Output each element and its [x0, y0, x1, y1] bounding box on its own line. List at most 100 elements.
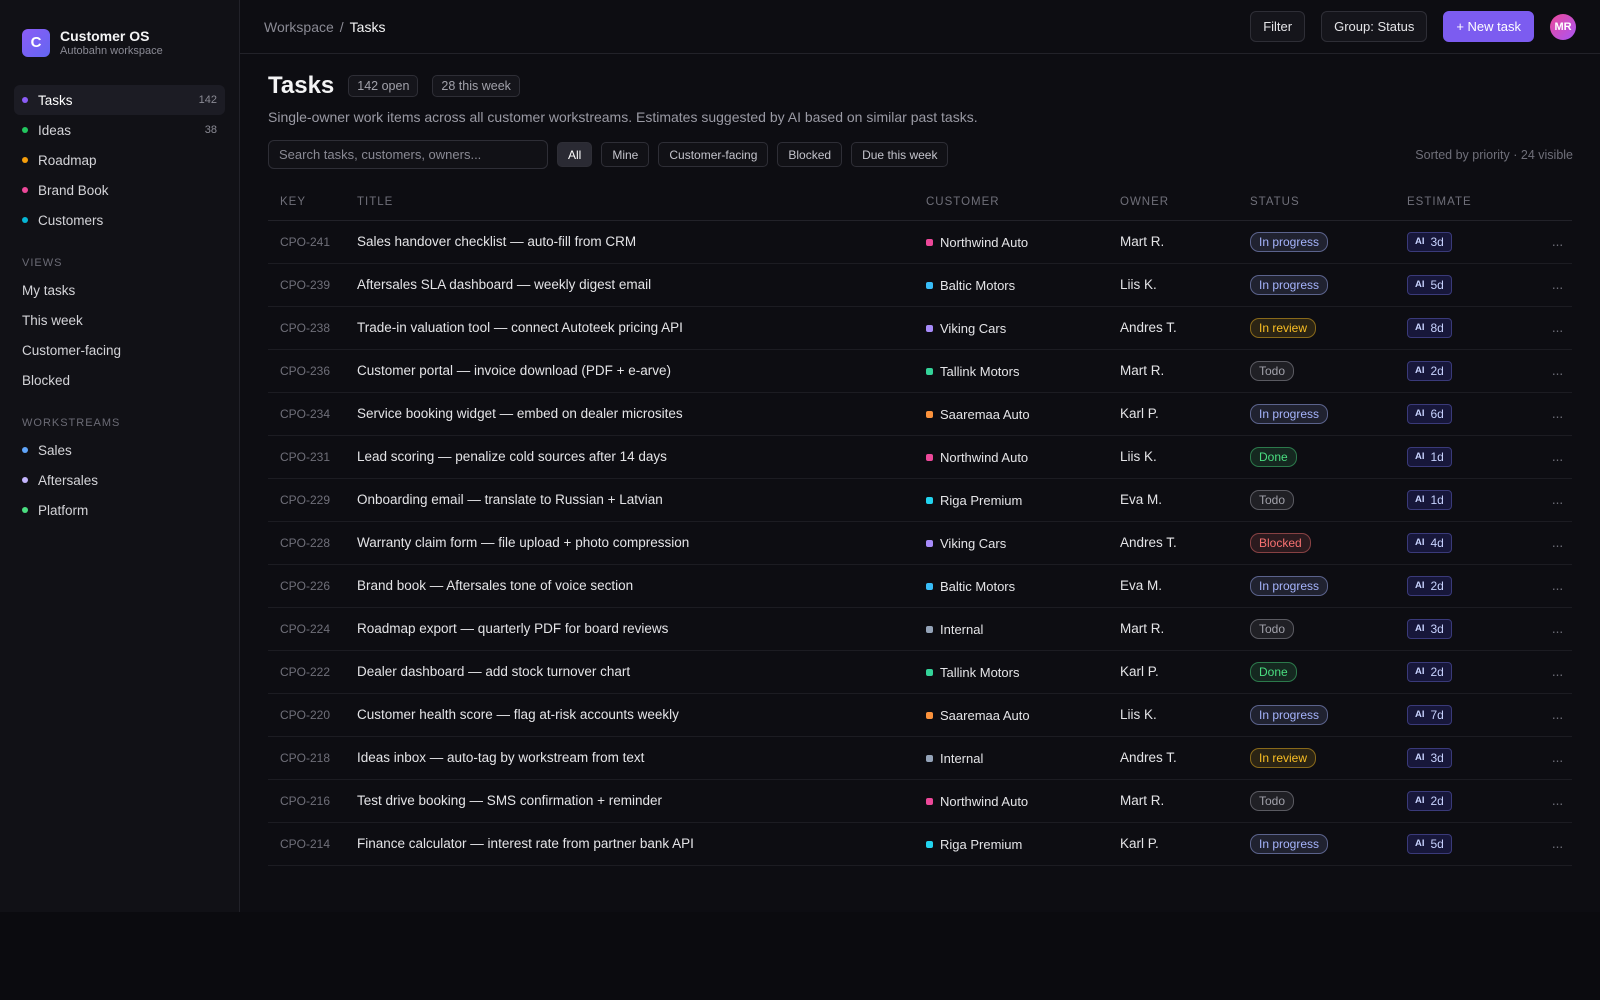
row-action[interactable]: ...: [1543, 736, 1572, 780]
workstream-item[interactable]: Platform: [14, 495, 225, 525]
row-action[interactable]: ...: [1543, 779, 1572, 823]
task-row[interactable]: CPO-226 Brand book — Aftersales tone of v…: [268, 564, 1572, 608]
view-item[interactable]: Blocked: [22, 372, 71, 388]
row-action[interactable]: ...: [1543, 392, 1572, 436]
task-row[interactable]: CPO-216 Test drive booking — SMS confirma…: [268, 779, 1572, 823]
nav-item[interactable]: Tasks 142: [14, 85, 225, 115]
row-action[interactable]: ...: [1543, 435, 1572, 479]
task-row[interactable]: CPO-234 Service booking widget — embed on…: [268, 392, 1572, 436]
task-row[interactable]: CPO-228 Warranty claim form — file upload…: [268, 521, 1572, 565]
customer-name: Internal: [940, 621, 984, 637]
row-action[interactable]: ...: [1543, 822, 1572, 866]
workstream-dot: [22, 447, 28, 453]
task-status: In review: [1249, 736, 1406, 780]
customer-name: Tallink Motors: [940, 363, 1020, 379]
row-action[interactable]: ...: [1543, 478, 1572, 522]
task-estimate: AI 3d: [1406, 220, 1543, 264]
customer-dot: [926, 754, 933, 762]
filter-chip[interactable]: All: [557, 142, 593, 167]
task-title: Customer portal — invoice download (PDF …: [356, 349, 925, 393]
task-customer: Riga Premium: [925, 822, 1119, 866]
task-row[interactable]: CPO-224 Roadmap export — quarterly PDF fo…: [268, 607, 1572, 651]
task-title: Roadmap export — quarterly PDF for board…: [356, 607, 925, 651]
task-row[interactable]: CPO-222 Dealer dashboard — add stock turn…: [268, 650, 1572, 694]
task-key: CPO-231: [268, 435, 356, 479]
row-action[interactable]: ...: [1543, 607, 1572, 651]
customer-dot: [926, 797, 933, 805]
view-item[interactable]: Customer-facing: [22, 342, 122, 358]
view-item[interactable]: My tasks: [22, 282, 76, 298]
row-action[interactable]: ...: [1543, 521, 1572, 565]
row-action[interactable]: ...: [1543, 693, 1572, 737]
task-estimate: AI 6d: [1406, 392, 1543, 436]
workspace-name: Autobahn workspace: [60, 45, 163, 57]
nav-item[interactable]: Ideas 38: [14, 115, 225, 145]
new-task-button[interactable]: + New task: [1443, 11, 1534, 42]
filter-chip[interactable]: Due this week: [851, 142, 949, 167]
nav-dot: [22, 157, 28, 163]
task-customer: Internal: [925, 607, 1119, 651]
task-row[interactable]: CPO-214 Finance calculator — interest rat…: [268, 822, 1572, 866]
estimate-chip: AI 6d: [1407, 403, 1452, 424]
ai-label: AI: [1415, 279, 1425, 290]
search[interactable]: Search tasks, customers, owners...: [268, 140, 548, 169]
status-pill: In review: [1250, 317, 1317, 338]
task-row[interactable]: CPO-229 Onboarding email — translate to R…: [268, 478, 1572, 522]
task-customer: Tallink Motors: [925, 349, 1119, 393]
nav-label: Ideas: [38, 122, 72, 138]
estimate-chip: AI 3d: [1407, 747, 1452, 768]
breadcrumb-current: Tasks: [349, 18, 386, 35]
task-owner: Mart R.: [1119, 779, 1249, 823]
customer-dot: [926, 238, 933, 246]
task-owner: Liis K.: [1119, 263, 1249, 307]
breadcrumb[interactable]: Workspace: [264, 18, 334, 35]
row-action[interactable]: ...: [1543, 650, 1572, 694]
nav-item[interactable]: Customers: [14, 205, 225, 235]
filter-chip[interactable]: Blocked: [777, 142, 843, 167]
sidebar: C Customer OS Autobahn workspace Tasks 14…: [0, 0, 240, 912]
task-customer: Saaremaa Auto: [925, 693, 1119, 737]
status-pill: In progress: [1250, 575, 1329, 596]
task-row[interactable]: CPO-238 Trade-in valuation tool — connect…: [268, 306, 1572, 350]
workstream-item[interactable]: Sales: [14, 435, 225, 465]
workstream-item[interactable]: Aftersales: [14, 465, 225, 495]
filter-chip[interactable]: Customer-facing: [658, 142, 769, 167]
row-action[interactable]: ...: [1543, 263, 1572, 307]
column-header: TITLE: [356, 185, 925, 221]
column-header: [1543, 185, 1572, 221]
nav-item[interactable]: Roadmap: [14, 145, 225, 175]
task-customer: Northwind Auto: [925, 779, 1119, 823]
row-action[interactable]: ...: [1543, 306, 1572, 350]
nav-item[interactable]: Brand Book: [14, 175, 225, 205]
task-row[interactable]: CPO-236 Customer portal — invoice downloa…: [268, 349, 1572, 393]
status-pill: In progress: [1250, 403, 1329, 424]
task-owner: Liis K.: [1119, 435, 1249, 479]
ai-label: AI: [1415, 623, 1425, 634]
filter-button[interactable]: Filter: [1250, 11, 1306, 42]
task-row[interactable]: CPO-218 Ideas inbox — auto-tag by workstr…: [268, 736, 1572, 780]
nav-label: Tasks: [38, 92, 73, 108]
task-customer: Riga Premium: [925, 478, 1119, 522]
filter-chip[interactable]: Mine: [601, 142, 650, 167]
status-pill: Done: [1250, 446, 1297, 467]
task-owner: Mart R.: [1119, 220, 1249, 264]
estimate-value: 3d: [1430, 234, 1444, 249]
estimate-chip: AI 1d: [1407, 446, 1452, 467]
row-action[interactable]: ...: [1543, 349, 1572, 393]
row-action[interactable]: ...: [1543, 564, 1572, 608]
customer-dot: [926, 453, 933, 461]
task-estimate: AI 1d: [1406, 435, 1543, 479]
task-row[interactable]: CPO-241 Sales handover checklist — auto-f…: [268, 220, 1572, 264]
avatar[interactable]: MR: [1550, 13, 1576, 40]
task-row[interactable]: CPO-239 Aftersales SLA dashboard — weekly…: [268, 263, 1572, 307]
group-button[interactable]: Group: Status: [1321, 11, 1428, 42]
task-row[interactable]: CPO-220 Customer health score — flag at-r…: [268, 693, 1572, 737]
customer-name: Saaremaa Auto: [940, 707, 1030, 723]
view-item[interactable]: This week: [22, 312, 83, 328]
customer-dot: [926, 625, 933, 633]
customer: Northwind Auto: [926, 450, 1028, 465]
task-key: CPO-234: [268, 392, 356, 436]
row-action[interactable]: ...: [1543, 220, 1572, 264]
task-owner: Andres T.: [1119, 521, 1249, 565]
task-row[interactable]: CPO-231 Lead scoring — penalize cold sour…: [268, 435, 1572, 479]
